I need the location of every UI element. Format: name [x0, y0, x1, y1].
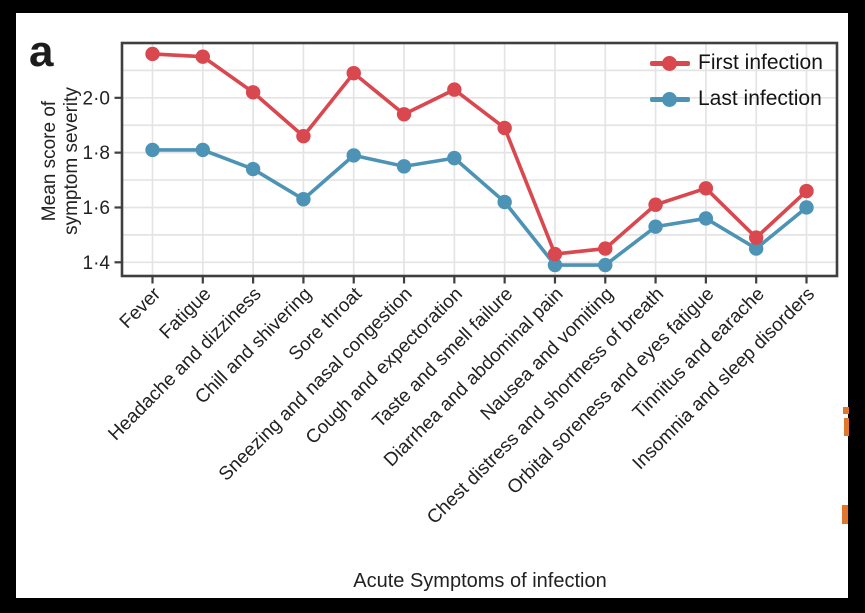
y-tick-label: 1·6 — [83, 198, 110, 219]
data-point — [396, 159, 412, 174]
data-point — [648, 219, 663, 234]
data-point — [748, 230, 764, 245]
data-point — [698, 211, 714, 226]
data-point — [497, 194, 512, 210]
data-point — [447, 150, 462, 166]
data-point — [245, 85, 261, 100]
y-axis-title: Mean score of symptom severity — [39, 71, 83, 251]
y-tick-label: 1·4 — [83, 253, 111, 274]
x-axis-title: Acute Symptoms of infection — [353, 570, 607, 592]
figure-panel — [16, 13, 848, 598]
y-tick-label: 2·0 — [83, 88, 110, 109]
data-point — [396, 107, 412, 122]
data-point — [245, 161, 261, 177]
data-point — [547, 257, 563, 273]
y-axis-title-line1: Mean score of — [39, 100, 60, 222]
data-point — [296, 192, 311, 207]
legend-line-dot-marker-icon — [650, 91, 690, 107]
data-point — [145, 46, 160, 62]
data-point — [447, 82, 462, 97]
legend-line-dot-marker-icon — [650, 55, 690, 71]
data-point — [346, 148, 361, 163]
data-point — [195, 142, 211, 158]
y-tick-label: 1·8 — [83, 143, 110, 164]
panel-label: a — [29, 27, 54, 76]
data-point — [547, 246, 563, 262]
data-point — [145, 142, 160, 158]
legend-label-last-infection: Last infection — [698, 87, 822, 110]
data-point — [296, 129, 311, 144]
data-point — [799, 183, 814, 199]
series-line — [152, 148, 808, 267]
plot-border — [120, 41, 839, 278]
data-point — [598, 257, 613, 273]
data-point — [748, 241, 764, 256]
data-point — [195, 49, 211, 64]
legend-label-first-infection: First infection — [698, 51, 823, 74]
data-point — [698, 181, 714, 196]
legend-item-last-infection: Last infection — [650, 86, 823, 112]
y-axis-title-line2: symptom severity — [61, 87, 82, 235]
data-point — [497, 120, 512, 136]
legend-item-first-infection: First infection — [650, 50, 823, 76]
data-point — [346, 65, 361, 81]
edge-artifact — [842, 505, 848, 524]
x-tick-label: Insomnia and sleep disorders — [629, 284, 819, 474]
data-point — [799, 200, 814, 215]
data-point — [598, 241, 613, 256]
data-point — [648, 197, 663, 212]
series-line — [152, 52, 808, 257]
legend: First infection Last infection — [650, 50, 823, 122]
edge-artifact — [843, 407, 849, 414]
edge-artifact — [844, 418, 849, 436]
